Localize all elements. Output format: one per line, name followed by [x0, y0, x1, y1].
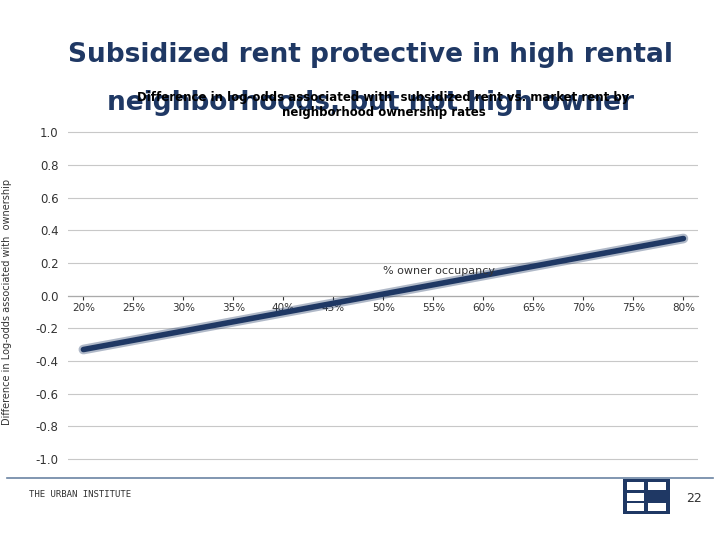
Text: neighborhoods, but not high owner: neighborhoods, but not high owner	[107, 90, 634, 116]
Text: Difference in Log-odds associated with  ownership: Difference in Log-odds associated with o…	[2, 179, 12, 426]
Bar	[648, 482, 666, 490]
Bar	[626, 482, 644, 490]
Bar	[648, 503, 666, 511]
Text: 22: 22	[686, 491, 702, 505]
Text: % owner occupancy: % owner occupancy	[384, 266, 495, 276]
Bar	[626, 492, 644, 501]
Bar	[626, 503, 644, 511]
Title: Difference in log-odds associated with  subsidized rent vs. market rent by
neigh: Difference in log-odds associated with s…	[138, 91, 629, 119]
Text: THE URBAN INSTITUTE: THE URBAN INSTITUTE	[29, 490, 131, 498]
Text: Subsidized rent protective in high rental: Subsidized rent protective in high renta…	[68, 42, 673, 68]
